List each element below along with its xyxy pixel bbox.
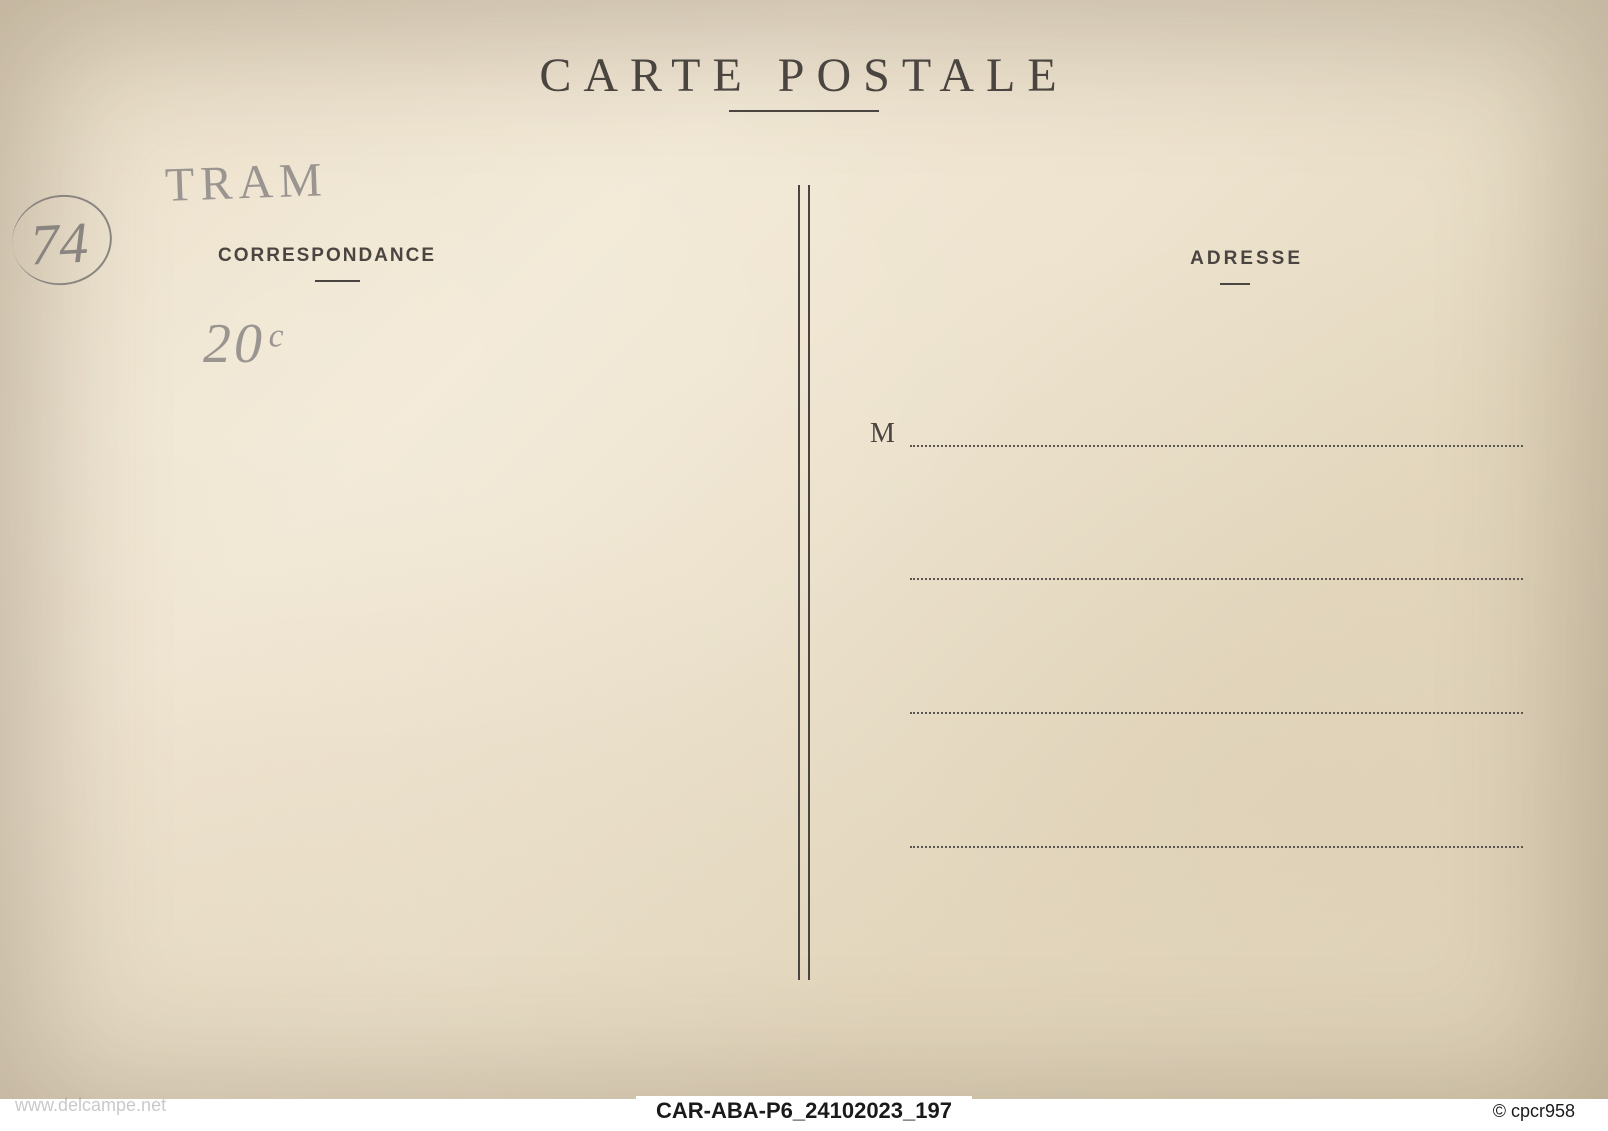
handwritten-tram-text: TRAM xyxy=(164,152,329,213)
center-divider-line-1 xyxy=(798,185,800,980)
adresse-label: ADRESSE xyxy=(1190,248,1303,270)
title-underline xyxy=(729,110,879,112)
center-divider-line-2 xyxy=(808,185,810,980)
address-line-3 xyxy=(910,712,1523,714)
address-line-1 xyxy=(910,445,1523,447)
watermark-text: www.delcampe.net xyxy=(15,1095,166,1116)
handwritten-price: 20ᶜ xyxy=(203,312,283,376)
recipient-m-prefix: M xyxy=(870,418,895,450)
correspondance-underline xyxy=(315,280,360,282)
address-line-4 xyxy=(910,846,1523,848)
postcard-background: CARTE POSTALE CORRESPONDANCE ADRESSE M 7… xyxy=(0,0,1608,1131)
correspondance-label: CORRESPONDANCE xyxy=(218,245,436,267)
footer-code: CAR-ABA-P6_24102023_197 xyxy=(636,1096,972,1126)
address-line-2 xyxy=(910,578,1523,580)
handwritten-number-74: 74 xyxy=(28,209,89,279)
footer-credit: © cpcr958 xyxy=(1485,1100,1583,1123)
adresse-underline xyxy=(1220,283,1250,285)
postcard-title: CARTE POSTALE xyxy=(539,48,1068,103)
